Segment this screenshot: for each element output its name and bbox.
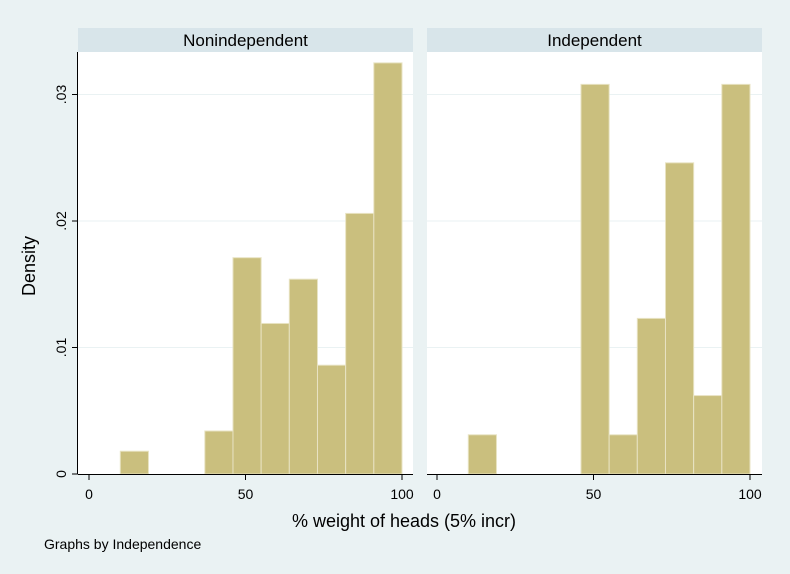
histogram-bar (664, 162, 695, 475)
y-tick-label: .03 (53, 85, 69, 105)
x-axis-title: % weight of heads (5% incr) (292, 511, 516, 531)
x-tick-label: 50 (586, 486, 602, 502)
graphs-by-note: Graphs by Independence (44, 536, 201, 552)
panel-title: Nonindependent (183, 31, 308, 50)
histogram-bar (580, 83, 610, 475)
histogram-bar (232, 257, 262, 475)
x-tick-label: 0 (433, 486, 441, 502)
histogram-bar (693, 395, 723, 475)
histogram-bar (345, 212, 375, 475)
histogram-bar (204, 430, 234, 475)
x-tick-label: 0 (85, 486, 93, 502)
y-tick-label: .01 (53, 338, 69, 358)
y-tick-label: .02 (53, 211, 69, 231)
x-tick-label: 100 (738, 486, 762, 502)
y-tick-label: 0 (53, 470, 69, 478)
histogram-bar (636, 317, 666, 475)
histogram-bar (288, 278, 318, 475)
histogram-bar (467, 434, 497, 475)
histogram-bar (260, 322, 290, 475)
histogram-bar (373, 62, 403, 475)
panel-title: Independent (547, 31, 642, 50)
panel-nonindependent: Nonindependent 0 50 100 0 .01 .02 .03 (53, 28, 414, 502)
x-tick-label: 100 (390, 486, 414, 502)
y-axis-title: Density (19, 236, 39, 296)
histogram-bar (316, 364, 347, 475)
histogram-bar (608, 434, 638, 475)
panel-independent: Independent 0 50 100 (427, 28, 762, 502)
histogram-bar (119, 450, 149, 475)
panel-strip (427, 28, 762, 52)
histogram-bar (721, 83, 751, 475)
x-tick-label: 50 (238, 486, 254, 502)
panel-strip (78, 28, 413, 52)
panels: Nonindependent 0 50 100 0 .01 .02 .03 Independen… (53, 28, 762, 502)
